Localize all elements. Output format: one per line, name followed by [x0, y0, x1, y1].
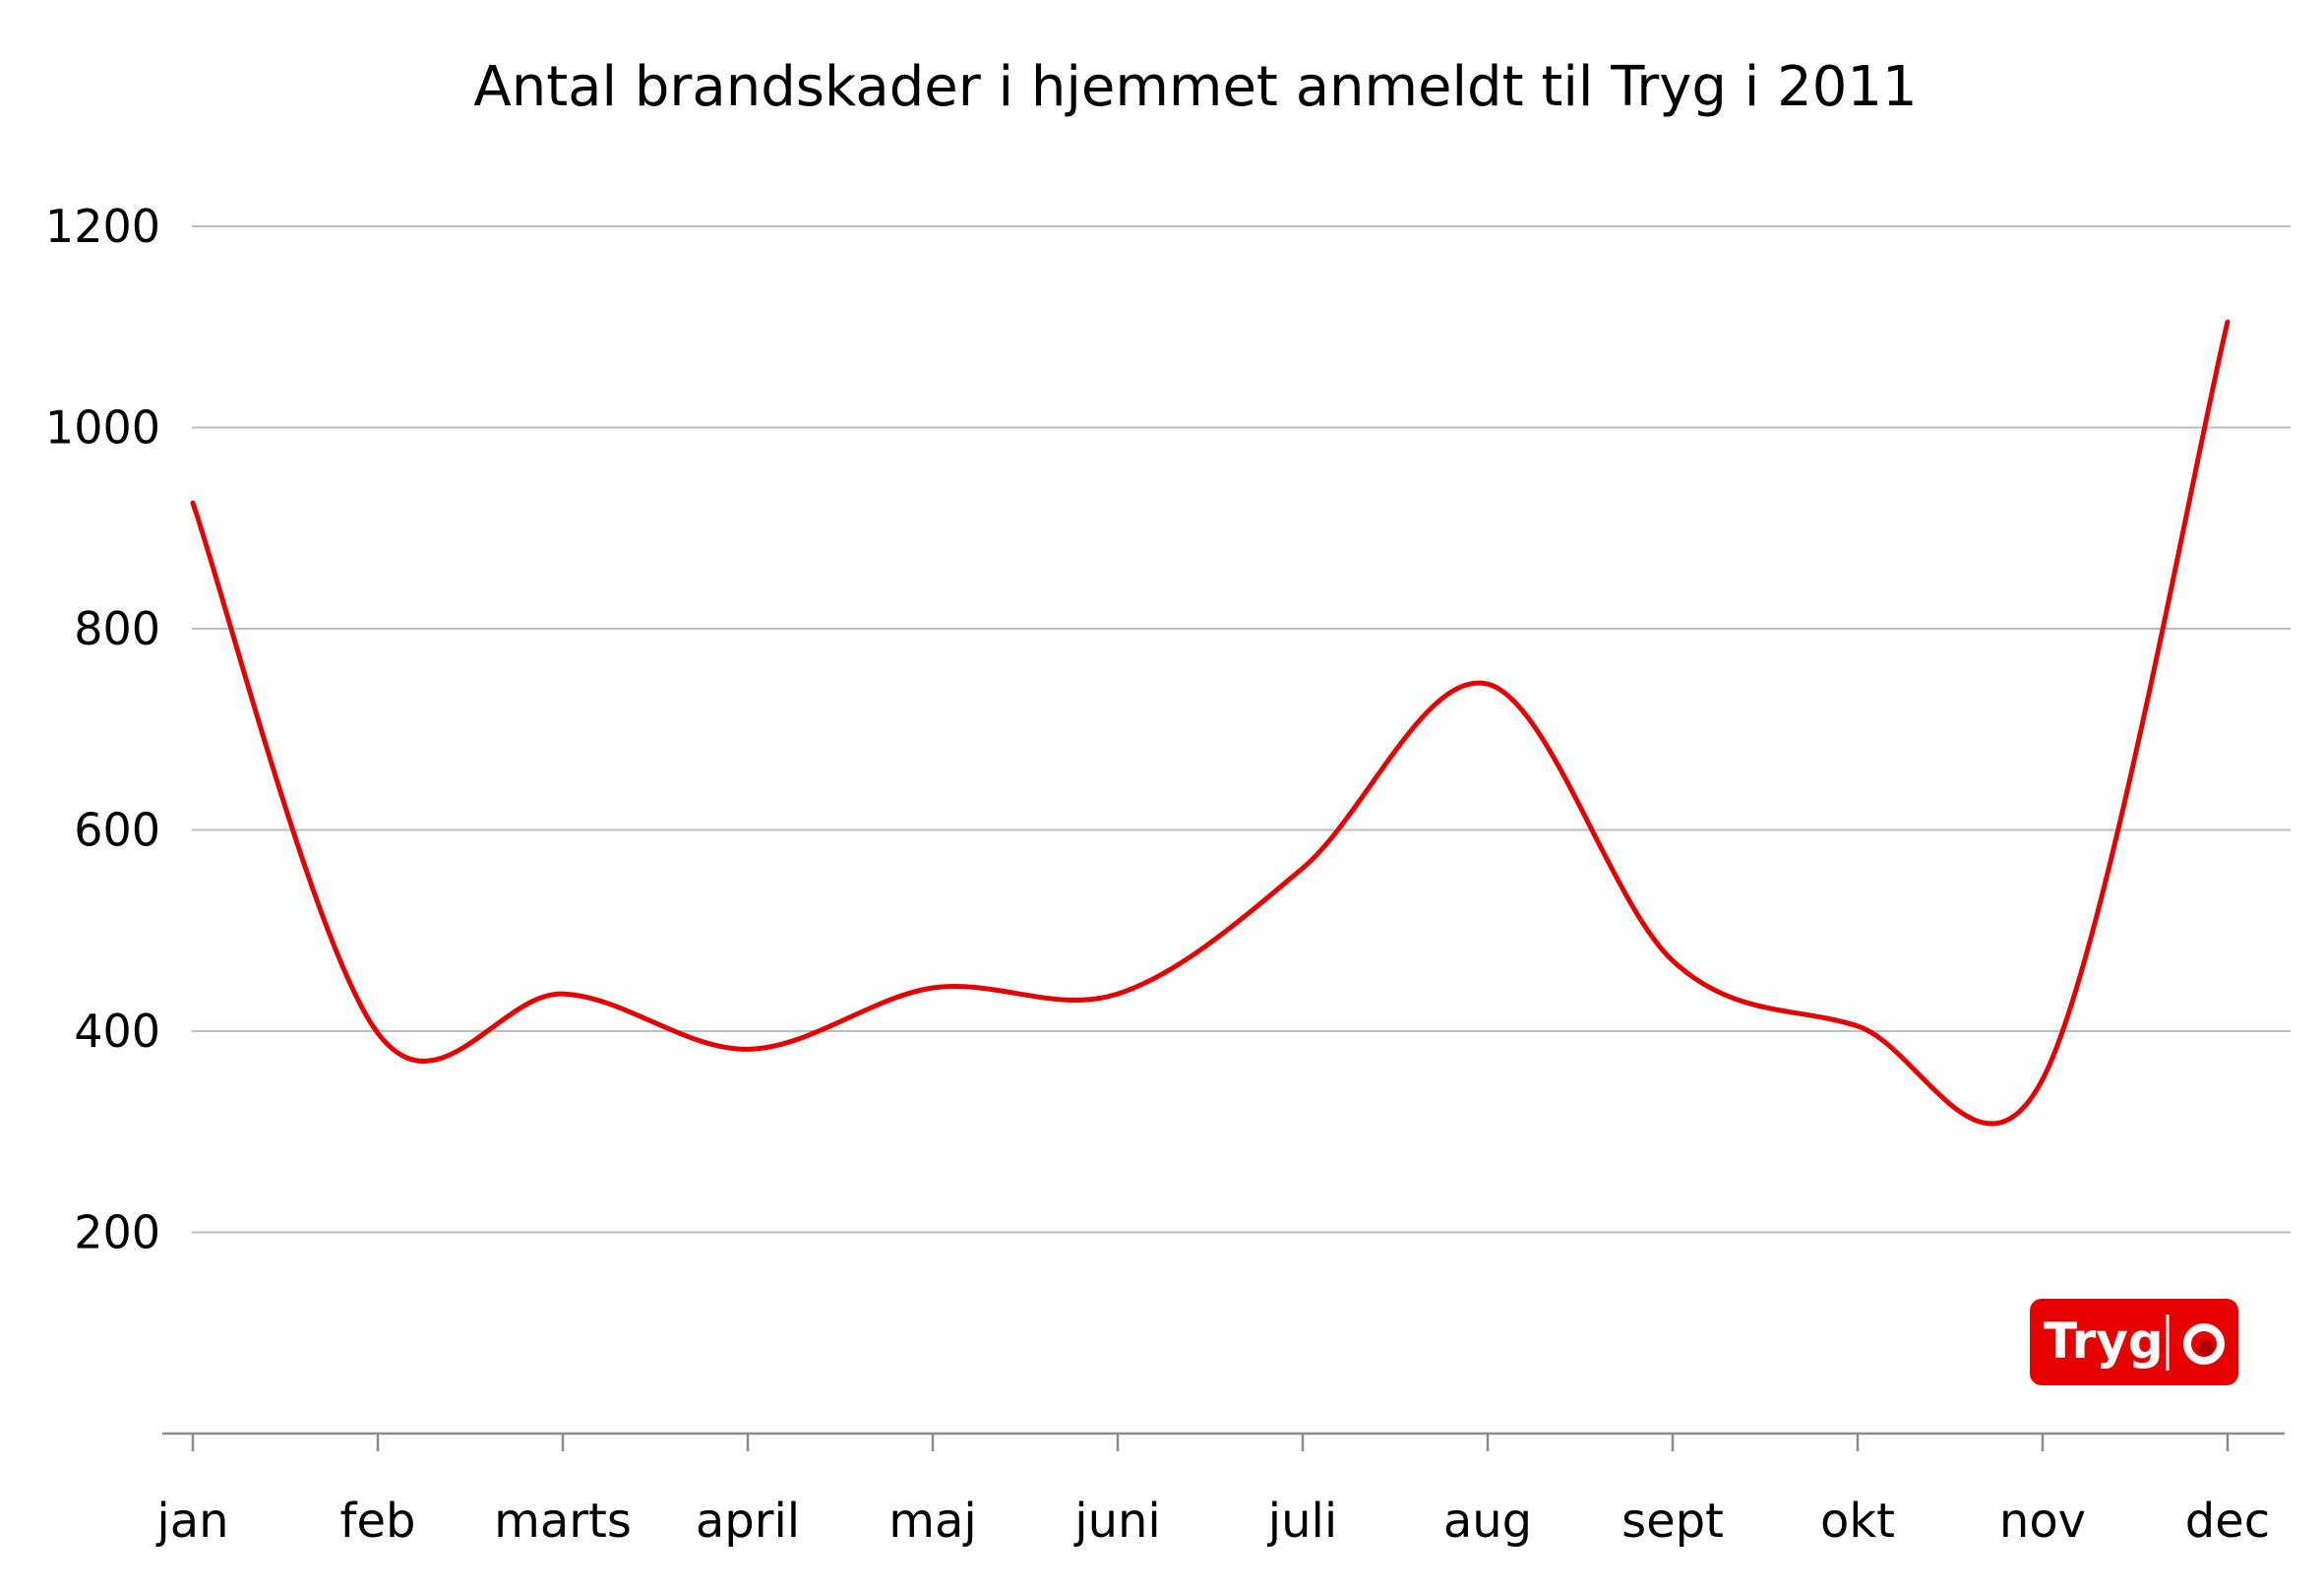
y-tick-label: 600 — [74, 804, 160, 857]
data-point — [932, 987, 934, 989]
y-tick-label: 1200 — [45, 200, 160, 253]
data-point — [2227, 321, 2229, 323]
x-tick-label: april — [696, 1494, 800, 1549]
x-tick-label: marts — [494, 1494, 632, 1549]
data-point — [192, 502, 194, 504]
y-tick-label: 1000 — [45, 401, 160, 455]
x-tick-label: okt — [1820, 1494, 1895, 1549]
y-tick-label: 200 — [74, 1206, 160, 1259]
gridlines — [192, 225, 2291, 1234]
data-point — [1487, 683, 1489, 685]
logo-background — [2030, 1299, 2238, 1385]
data-point — [377, 1032, 379, 1034]
data-point — [1672, 959, 1674, 961]
chart-title: Antal brandskader i hjemmet anmeldt til … — [473, 55, 1917, 119]
x-axis-ticks: jan feb marts april maj juni juli aug sept okt nov… — [155, 1434, 2270, 1549]
data-point — [2042, 1078, 2044, 1080]
x-tick-label: sept — [1621, 1494, 1724, 1549]
x-tick-label: juni — [1073, 1494, 1161, 1549]
data-point — [1302, 867, 1304, 869]
x-tick-label: feb — [340, 1494, 416, 1549]
data-point — [562, 993, 564, 995]
x-tick-label: dec — [2185, 1494, 2270, 1549]
y-axis-ticks: 200 400 600 800 1000 1200 — [45, 200, 160, 1259]
x-tick-label: jan — [155, 1494, 228, 1549]
series-line — [190, 319, 2231, 1127]
tryg-logo: Tryg — [2030, 1299, 2238, 1385]
data-point — [1857, 1025, 1859, 1027]
x-tick-label: maj — [888, 1494, 977, 1549]
x-tick-label: nov — [1999, 1494, 2086, 1549]
tryg-ring-icon — [2183, 1323, 2225, 1365]
logo-text: Tryg — [2044, 1313, 2164, 1370]
data-point — [1117, 993, 1119, 995]
x-tick-label: aug — [1443, 1494, 1532, 1549]
y-tick-label: 400 — [74, 1005, 160, 1058]
x-tick-label: juli — [1267, 1494, 1337, 1549]
y-tick-label: 800 — [74, 602, 160, 655]
data-point — [747, 1048, 749, 1050]
series-layer — [190, 319, 2231, 1127]
